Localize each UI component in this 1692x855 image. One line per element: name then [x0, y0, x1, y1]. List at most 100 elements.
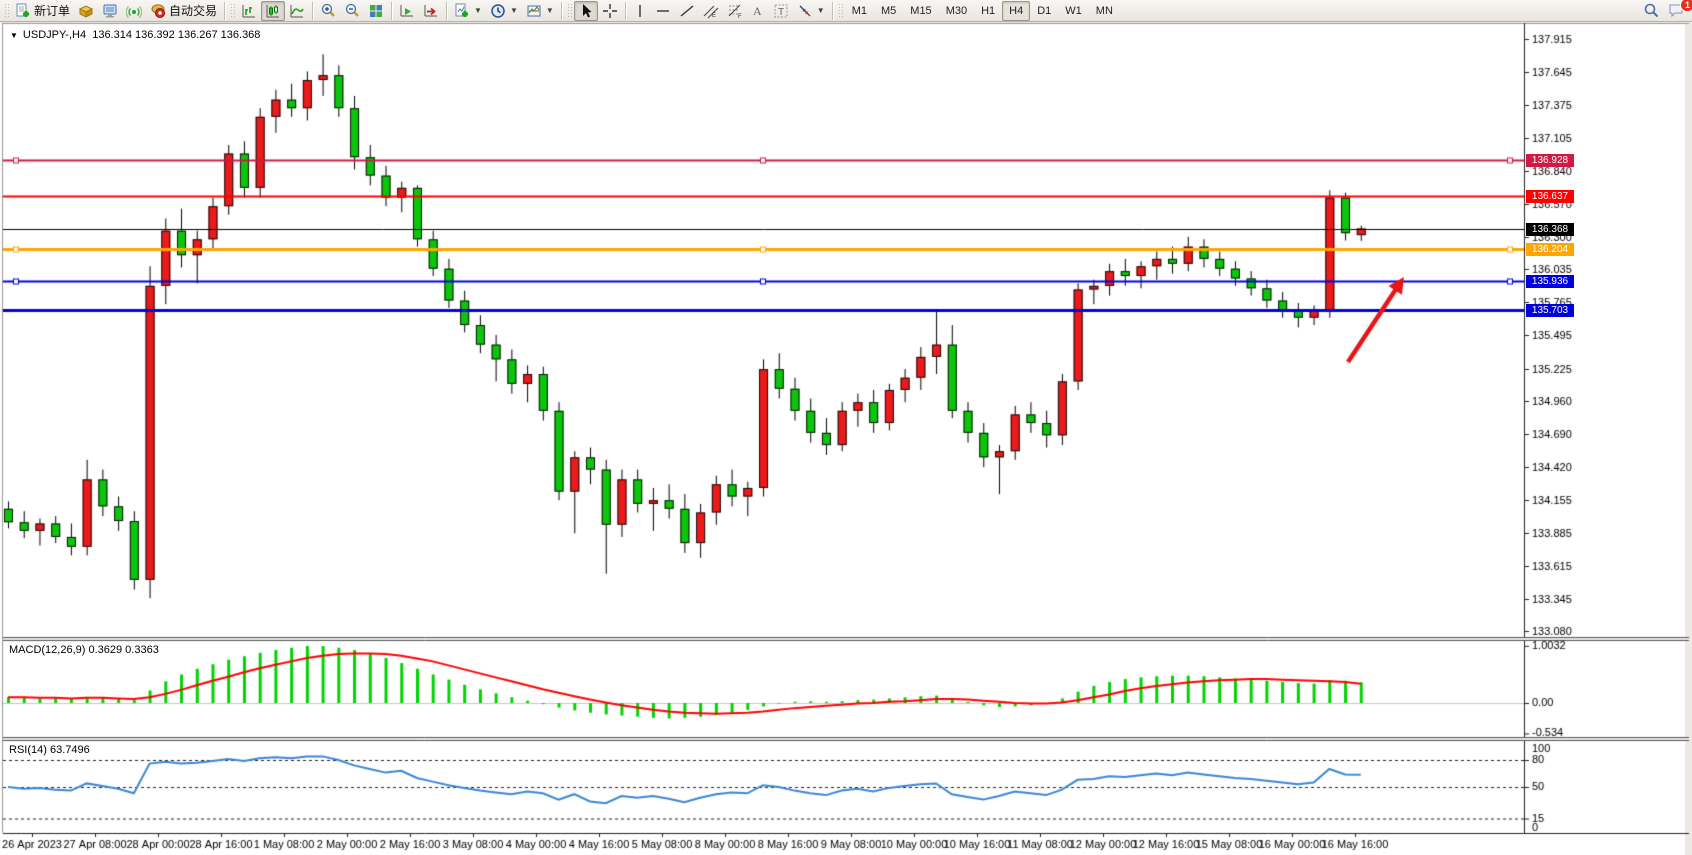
crosshair-button[interactable]	[598, 1, 622, 21]
new-order-button[interactable]: 新订单	[11, 1, 74, 21]
horizontal-line-icon	[656, 9, 669, 12]
hline-price-badge: 136.204	[1526, 243, 1574, 256]
navigator-button[interactable]	[98, 1, 122, 21]
notifications-button[interactable]: 1	[1664, 0, 1692, 21]
fibonacci-icon: F	[728, 4, 742, 19]
indicators-button[interactable]: ▼	[450, 1, 486, 21]
toolbar-separator	[391, 1, 393, 20]
trendline-icon	[680, 4, 694, 17]
templates-icon	[527, 5, 541, 16]
dropdown-caret: ▼	[545, 6, 554, 15]
timeframe-group: M1 M5 M15 M30 H1 H4 D1 W1 MN	[845, 0, 1120, 22]
signal-button[interactable]	[122, 1, 146, 21]
timeframe-button-h4[interactable]: H4	[1002, 0, 1031, 21]
toolbar-separator	[224, 1, 226, 20]
toolbar-separator	[446, 1, 448, 20]
vertical-line-button[interactable]	[629, 1, 651, 21]
toolbar-grip	[4, 2, 9, 19]
arrow-objects-icon	[799, 4, 811, 17]
svg-text:T: T	[778, 7, 784, 18]
chart-title-expand-icon[interactable]: ▼	[10, 30, 18, 40]
crosshair-icon	[602, 3, 617, 18]
dropdown-caret: ▼	[509, 6, 518, 15]
toolbar-separator	[560, 1, 562, 20]
chart-title-text: USDJPY-,H4 136.314 136.392 136.267 136.3…	[22, 29, 261, 41]
dropdown-caret: ▼	[474, 6, 482, 15]
line-chart-mode-button[interactable]	[285, 1, 309, 21]
macd-indicator-label: MACD(12,26,9) 0.3629 0.3363	[9, 644, 159, 656]
periods-clock-icon	[491, 3, 505, 18]
bar-chart-mode-button[interactable]	[237, 1, 261, 21]
insert-group: ▼ ▼ ▼	[450, 0, 558, 22]
zoom-out-button[interactable]	[340, 1, 364, 21]
main-toolbar: 新订单 自动交易	[0, 0, 1692, 22]
tile-windows-button[interactable]	[364, 1, 388, 21]
cursor-group	[573, 0, 622, 22]
signal-icon	[126, 5, 143, 18]
hline-price-badge: 136.928	[1526, 154, 1574, 167]
autotrading-label: 自动交易	[169, 4, 218, 18]
text-icon: A	[753, 4, 762, 18]
candlestick-icon	[266, 4, 280, 17]
templates-button[interactable]: ▼	[522, 1, 558, 21]
market-watch-button[interactable]	[74, 1, 98, 21]
periods-button[interactable]: ▼	[486, 1, 522, 21]
line-chart-icon	[290, 4, 304, 17]
auto-scroll-button[interactable]	[395, 1, 419, 21]
navigator-icon	[103, 4, 117, 17]
timeframe-button-m1[interactable]: M1	[851, 4, 867, 17]
candlestick-mode-button[interactable]	[261, 0, 286, 21]
timeframe-button-h1[interactable]: H1	[981, 4, 996, 17]
timeframe-button-m5[interactable]: M5	[881, 4, 897, 17]
vertical-line-icon	[639, 4, 641, 17]
toolbar-grip	[566, 2, 572, 19]
toolbar-separator	[831, 1, 833, 20]
autotrading-icon	[151, 3, 166, 18]
timeframe-button-m15[interactable]: M15	[910, 4, 932, 17]
autotrading-button[interactable]: 自动交易	[146, 1, 221, 21]
notification-badge: 1	[1679, 0, 1692, 12]
indicators-icon	[455, 3, 469, 17]
hline-price-badge: 135.936	[1526, 275, 1574, 288]
channel-button[interactable]: E	[699, 1, 723, 21]
hline-price-badge: 136.637	[1526, 190, 1574, 203]
cursor-arrow-icon	[582, 3, 592, 17]
hline-price-badge: 135.703	[1526, 304, 1574, 317]
trade-group: 新订单 自动交易	[11, 0, 221, 22]
text-label-icon: T	[774, 4, 788, 18]
toolbar-grip	[837, 2, 843, 19]
current-price-badge: 136.368	[1526, 223, 1574, 236]
toolbar-separator	[312, 1, 314, 20]
chart-shift-button[interactable]	[419, 1, 443, 21]
bar-chart-icon	[242, 4, 256, 17]
zoom-out-icon	[345, 3, 359, 17]
timeframe-button-m30[interactable]: M30	[945, 4, 968, 17]
market-watch-icon	[78, 4, 94, 18]
new-order-label: 新订单	[34, 4, 71, 18]
svg-text:E: E	[712, 13, 716, 19]
chart-shift-icon	[424, 4, 438, 16]
rsi-indicator-label: RSI(14) 63.7496	[9, 744, 90, 756]
channel-icon: E	[703, 5, 719, 19]
horizontal-line-button[interactable]	[651, 1, 675, 21]
toolbar-separator	[624, 1, 626, 20]
search-icon	[1644, 3, 1659, 18]
timeframe-button-w1[interactable]: W1	[1065, 4, 1082, 17]
right-toolbar-group: 1	[1639, 0, 1692, 22]
arrows-button[interactable]: ▼	[793, 1, 829, 21]
zoom-in-button[interactable]	[316, 1, 340, 21]
zoom-in-icon	[321, 3, 335, 17]
cursor-button[interactable]	[573, 0, 598, 21]
dropdown-caret: ▼	[816, 6, 825, 15]
text-label-button[interactable]: T	[769, 1, 793, 21]
timeframe-button-mn[interactable]: MN	[1095, 4, 1113, 17]
trendline-button[interactable]	[675, 1, 699, 21]
text-button[interactable]: A	[747, 1, 769, 21]
zoom-group	[316, 0, 388, 22]
fibonacci-button[interactable]: F	[723, 1, 747, 21]
svg-text:F: F	[738, 14, 742, 19]
timeframe-button-d1[interactable]: D1	[1037, 4, 1052, 17]
objects-group: E F A T ▼	[629, 0, 829, 22]
search-button[interactable]	[1639, 1, 1664, 21]
